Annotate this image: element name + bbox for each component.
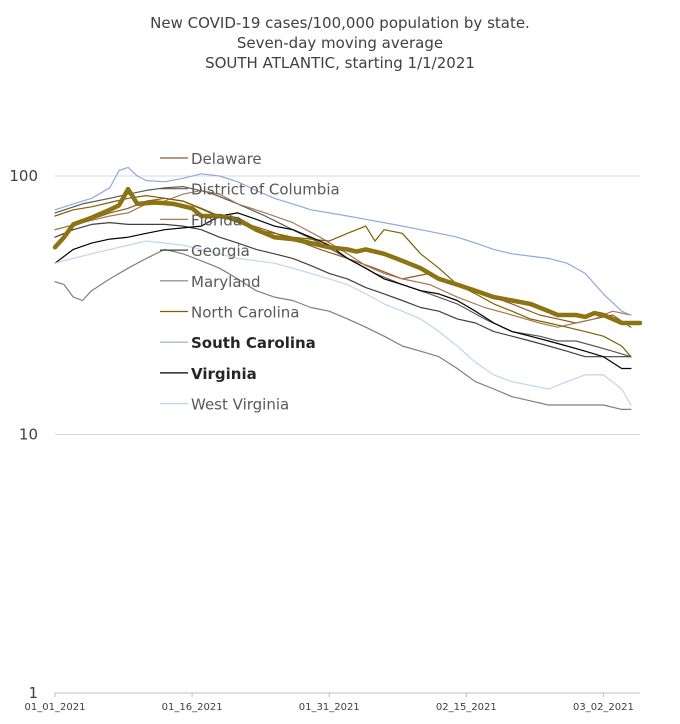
y-axis-tick-labels: 100 10 1 — [9, 167, 38, 702]
x-tick-label: 01_16_2021 — [162, 702, 223, 713]
legend-label: South Carolina — [191, 334, 316, 352]
legend: Delaware District of Columbia Florida Georg… — [160, 150, 340, 414]
legend-label: Maryland — [191, 273, 261, 291]
series-line-maryland — [54, 248, 632, 410]
legend-label: District of Columbia — [191, 181, 340, 199]
chart-title: New COVID-19 cases/100,000 population by… — [150, 14, 530, 72]
y-tick-label: 100 — [9, 167, 38, 185]
y-tick-label: 10 — [19, 426, 38, 444]
legend-label: West Virginia — [191, 396, 289, 414]
x-tick-label: 01_31_2021 — [299, 702, 360, 713]
series-line-virginia — [54, 212, 632, 370]
legend-label: Florida — [191, 211, 242, 229]
series-line-south-carolina — [54, 166, 632, 316]
x-axis: 01_01_2021 01_16_2021 01_31_2021 02_15_2021… — [25, 692, 640, 713]
series-lines — [52, 166, 643, 410]
legend-label: Delaware — [191, 150, 262, 168]
series-line-west-virginia — [54, 240, 632, 406]
series-line-district-of-columbia — [54, 186, 632, 358]
x-tick-label: 03_02_2021 — [573, 702, 634, 713]
x-tick-label: 02_15_2021 — [436, 702, 497, 713]
chart-title-line: Seven-day moving average — [237, 34, 443, 52]
series-line-north-carolina — [54, 195, 632, 358]
series-line-georgia — [54, 222, 632, 358]
legend-label: Georgia — [191, 242, 250, 260]
series-line-florida — [54, 189, 632, 328]
x-tick-label: 01_01_2021 — [25, 702, 86, 713]
series-line-highlighted-state-thick — [52, 186, 643, 326]
chart-title-line: SOUTH ATLANTIC, starting 1/1/2021 — [205, 54, 475, 72]
chart-title-line: New COVID-19 cases/100,000 population by… — [150, 14, 530, 32]
y-tick-label: 1 — [28, 684, 38, 702]
legend-label: Virginia — [191, 365, 257, 383]
legend-label: North Carolina — [191, 304, 299, 322]
